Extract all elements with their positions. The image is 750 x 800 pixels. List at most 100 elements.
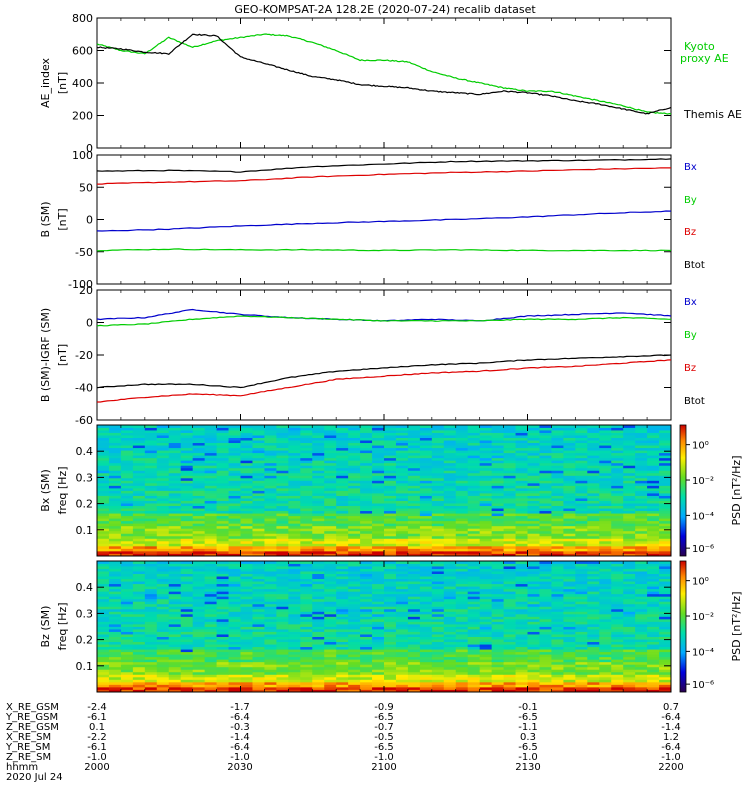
- spectrogram-cell: [407, 457, 421, 461]
- spectrogram-cell: [108, 518, 122, 522]
- spectrogram-cell: [360, 543, 373, 547]
- spectrogram-cell: [587, 644, 600, 648]
- spectrogram-cell: [144, 440, 158, 444]
- spectrogram-cell: [539, 540, 552, 544]
- spectrogram-cell: [240, 427, 253, 431]
- spectrogram-cell: [276, 553, 289, 557]
- spectrogram-cell: [180, 500, 194, 504]
- spectrogram-cell: [467, 608, 481, 612]
- spectrogram-cell: [479, 535, 493, 539]
- spectrogram-cell: [120, 606, 134, 610]
- spectrogram-cell: [228, 553, 241, 557]
- spectrogram-cell: [108, 626, 122, 630]
- spectrogram-cell: [252, 452, 265, 456]
- spectrogram-cell: [419, 654, 433, 658]
- spectrogram-cell: [563, 503, 576, 507]
- spectrogram-cell: [180, 540, 194, 544]
- spectrogram-cell: [360, 450, 373, 454]
- spectrogram-cell: [336, 498, 349, 501]
- spectrogram-cell: [336, 475, 349, 479]
- spectrogram-cell: [132, 674, 146, 678]
- spectrogram-cell: [252, 495, 265, 499]
- spectrogram-cell: [288, 515, 301, 519]
- spectrogram-cell: [240, 430, 253, 433]
- spectrogram-cell: [300, 641, 313, 645]
- spectrogram-cell: [611, 475, 624, 479]
- spectrogram-cell: [144, 639, 158, 643]
- spectrogram-cell: [108, 664, 122, 668]
- spectrogram-cell: [360, 636, 373, 640]
- spectrogram-cell: [120, 425, 134, 428]
- spectrogram-cell: [395, 666, 409, 670]
- spectrogram-cell: [97, 679, 110, 683]
- spectrogram-cell: [168, 523, 182, 527]
- spectrogram-cell: [240, 460, 253, 464]
- spectrogram-cell: [156, 636, 170, 640]
- spectrogram-cell: [276, 425, 289, 428]
- spectrogram-cell: [384, 581, 397, 585]
- spectrogram-cell: [611, 603, 624, 607]
- spectrogram-cell: [108, 440, 122, 444]
- spectrogram-cell: [527, 515, 540, 519]
- spectrogram-cell: [372, 513, 385, 517]
- spectrogram-cell: [515, 482, 528, 486]
- spectrogram-cell: [623, 540, 636, 544]
- spectrogram-cell: [551, 611, 564, 615]
- spectrogram-cell: [372, 465, 385, 469]
- spectrogram-cell: [395, 603, 409, 607]
- spectrogram-cell: [144, 455, 158, 459]
- spectrogram-cell: [156, 515, 170, 519]
- spectrogram-cell: [599, 626, 612, 630]
- spectrogram-cell: [419, 596, 433, 600]
- spectrogram-cell: [419, 440, 433, 444]
- spectrogram-cell: [647, 515, 660, 519]
- spectrogram-cell: [395, 671, 409, 675]
- spectrogram-cell: [372, 651, 385, 655]
- spectrogram-cell: [659, 543, 672, 547]
- spectrogram-cell: [515, 664, 528, 668]
- spectrogram-cell: [180, 518, 194, 522]
- spectrogram-cell: [551, 457, 564, 461]
- y-tick-label: 0.2: [76, 498, 94, 511]
- spectrogram-cell: [395, 613, 409, 617]
- spectrogram-cell: [204, 593, 217, 597]
- spectrogram-cell: [348, 646, 361, 650]
- spectrogram-cell: [395, 684, 409, 688]
- spectrogram-cell: [623, 545, 636, 549]
- spectrogram-cell: [228, 583, 241, 587]
- spectrogram-cell: [503, 651, 516, 655]
- spectrogram-cell: [431, 533, 445, 537]
- spectrogram-cell: [515, 530, 528, 534]
- spectrogram-cell: [372, 626, 385, 630]
- spectrogram-cell: [467, 490, 481, 494]
- spectrogram-cell: [384, 490, 397, 494]
- spectrogram-cell: [372, 634, 385, 637]
- spectrogram-cell: [659, 460, 672, 464]
- spectrogram-cell: [419, 442, 433, 446]
- spectrogram-cell: [395, 606, 409, 610]
- spectrogram-cell: [623, 681, 636, 685]
- spectrogram-cell: [503, 629, 516, 632]
- spectrogram-cell: [324, 498, 337, 501]
- spectrogram-cell: [455, 518, 469, 522]
- spectrogram-cell: [443, 452, 457, 456]
- spectrogram-cell: [192, 450, 206, 454]
- spectrogram-cell: [312, 586, 325, 590]
- spectrogram-cell: [599, 669, 612, 673]
- spectrogram-cell: [647, 538, 660, 542]
- spectrogram-cell: [635, 440, 648, 444]
- spectrogram-cell: [288, 487, 301, 491]
- spectrogram-cell: [443, 621, 457, 625]
- spectrogram-cell: [168, 465, 182, 469]
- spectrogram-cell: [384, 679, 397, 683]
- spectrogram-cell: [575, 616, 588, 620]
- spectrogram-cell: [515, 480, 528, 484]
- spectrogram-cell: [264, 543, 277, 547]
- spectrogram-cell: [180, 493, 194, 496]
- spectrogram-cell: [395, 500, 409, 504]
- spectrogram-cell: [587, 641, 600, 645]
- spectrogram-cell: [252, 639, 265, 643]
- spectrogram-cell: [216, 631, 229, 635]
- spectrogram-cell: [108, 545, 122, 549]
- spectrogram-cell: [611, 510, 624, 514]
